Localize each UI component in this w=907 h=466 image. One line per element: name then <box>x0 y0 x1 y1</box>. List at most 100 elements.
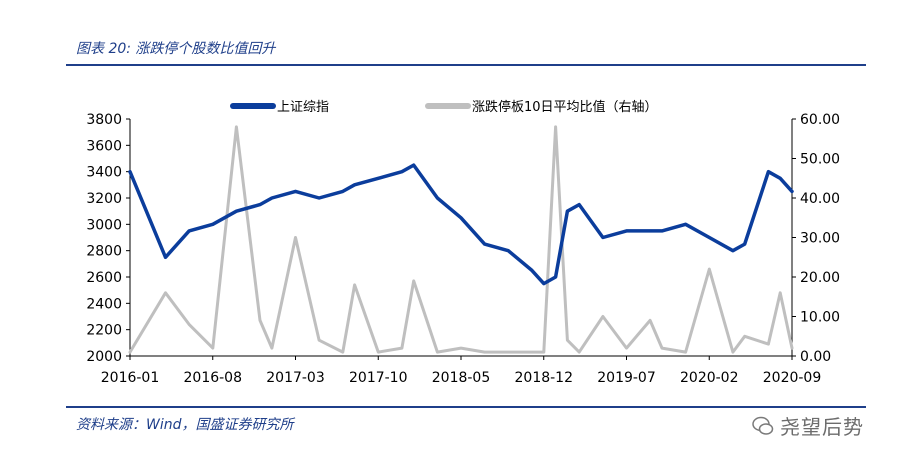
series-point-index <box>530 269 534 272</box>
series-point-ratio <box>566 339 569 342</box>
series-point-index <box>779 177 782 180</box>
y-right-tick-label: 0.00 <box>800 349 831 365</box>
series-point-ratio <box>341 350 344 354</box>
series-point-index <box>790 190 794 193</box>
series-point-index <box>507 249 510 252</box>
series-point-ratio <box>578 350 581 354</box>
series-point-index <box>164 256 167 259</box>
y-right-tick-label: 60.00 <box>800 112 840 128</box>
watermark-text: 尧望后势 <box>780 415 864 439</box>
series-point-ratio <box>164 291 167 294</box>
series-point-ratio <box>235 125 238 129</box>
series-point-index <box>578 203 581 206</box>
series-point-ratio <box>767 342 770 346</box>
source-rule <box>66 406 866 408</box>
series-point-index <box>601 236 605 239</box>
chart-legend: 上证综指 涨跌停板10日平均比值（右轴） <box>230 99 658 115</box>
y-left-tick-label: 2000 <box>86 349 122 365</box>
series-point-ratio <box>270 346 274 350</box>
series-point-ratio <box>128 350 132 354</box>
y-left-tick-label: 3400 <box>86 165 122 181</box>
x-tick-label: 2017-03 <box>266 370 325 386</box>
series-point-index <box>294 190 297 193</box>
series-point-ratio <box>779 291 782 294</box>
series-point-index <box>341 190 344 193</box>
series-point-index <box>767 170 770 173</box>
series-point-ratio <box>554 125 557 129</box>
chart-axes: 2000 2200 2400 2600 2800 3000 3200 3400 3600 3800… <box>86 112 840 386</box>
series-point-ratio <box>187 323 191 326</box>
y-right-tick-label: 20.00 <box>800 270 840 286</box>
series-point-ratio <box>436 350 439 354</box>
series-point-ratio <box>459 346 463 350</box>
series-point-index <box>708 236 711 239</box>
series-point-index <box>436 196 439 200</box>
series-point-ratio <box>317 339 321 342</box>
series-point-ratio <box>530 350 534 354</box>
x-tick-label: 2016-08 <box>184 370 243 386</box>
x-tick-label: 2019-07 <box>597 370 656 386</box>
series-point-ratio <box>412 279 415 283</box>
series-point-index <box>270 196 274 200</box>
wechat-icon <box>752 416 774 435</box>
series-point-ratio <box>660 346 664 350</box>
series-point-ratio <box>708 267 711 271</box>
series-point-index <box>211 223 214 226</box>
series-point-index <box>258 203 262 206</box>
series-point-index <box>128 170 132 173</box>
y-left-tick-label: 3200 <box>86 191 122 207</box>
series-point-ratio <box>353 283 356 287</box>
series-point-index <box>731 249 735 252</box>
series-point-index <box>743 242 746 246</box>
series-point-index <box>554 275 557 279</box>
series-point-index <box>412 163 415 167</box>
y-right-tick-label: 10.00 <box>800 310 840 326</box>
series-point-index <box>542 282 545 285</box>
series-point-ratio <box>400 346 404 350</box>
source-note: 资料来源：Wind，国盛证券研究所 <box>76 417 294 433</box>
series-point-index <box>317 196 321 200</box>
series-point-ratio <box>601 315 605 318</box>
y-left-tick-label: 3600 <box>86 138 122 154</box>
y-left-tick-label: 2800 <box>86 244 122 260</box>
x-tick-label: 2020-02 <box>680 370 739 386</box>
series-point-index <box>625 229 628 233</box>
title-rule <box>66 64 866 66</box>
series-line-index <box>128 163 794 286</box>
x-tick-label: 2016-01 <box>101 370 160 386</box>
series-point-ratio <box>684 350 687 354</box>
series-point-index <box>187 229 191 233</box>
x-tick-label: 2018-05 <box>432 370 491 386</box>
legend-item-index-label: 上证综指 <box>277 100 329 115</box>
series-point-index <box>566 210 569 213</box>
x-tick-label: 2018-12 <box>515 370 574 386</box>
series-point-ratio <box>377 350 380 354</box>
series-point-index <box>377 177 380 180</box>
series-point-ratio <box>743 335 746 338</box>
y-right-tick-label: 30.00 <box>800 231 840 247</box>
series-line-ratio <box>128 125 794 354</box>
x-tick-label: 2020-09 <box>763 370 822 386</box>
series-point-ratio <box>294 236 297 239</box>
y-left-tick-label: 2600 <box>86 270 122 286</box>
series-point-ratio <box>211 346 214 350</box>
chart-series <box>128 125 794 354</box>
y-right-tick-label: 40.00 <box>800 191 840 207</box>
series-point-ratio <box>731 350 735 354</box>
series-point-index <box>684 223 687 226</box>
y-right-tick-label: 50.00 <box>800 152 840 168</box>
series-point-index <box>353 183 356 186</box>
series-point-ratio <box>542 350 545 354</box>
series-point-ratio <box>625 346 628 350</box>
series-point-index <box>235 210 238 213</box>
y-left-tick-label: 2400 <box>86 296 122 312</box>
series-point-ratio <box>258 319 262 322</box>
series-point-ratio <box>507 350 510 354</box>
y-left-tick-label: 3000 <box>86 217 122 233</box>
series-point-ratio <box>790 346 794 350</box>
series-point-ratio <box>648 319 652 322</box>
x-tick-label: 2017-10 <box>349 370 408 386</box>
series-point-index <box>660 229 664 233</box>
y-left-tick-label: 2200 <box>86 323 122 339</box>
